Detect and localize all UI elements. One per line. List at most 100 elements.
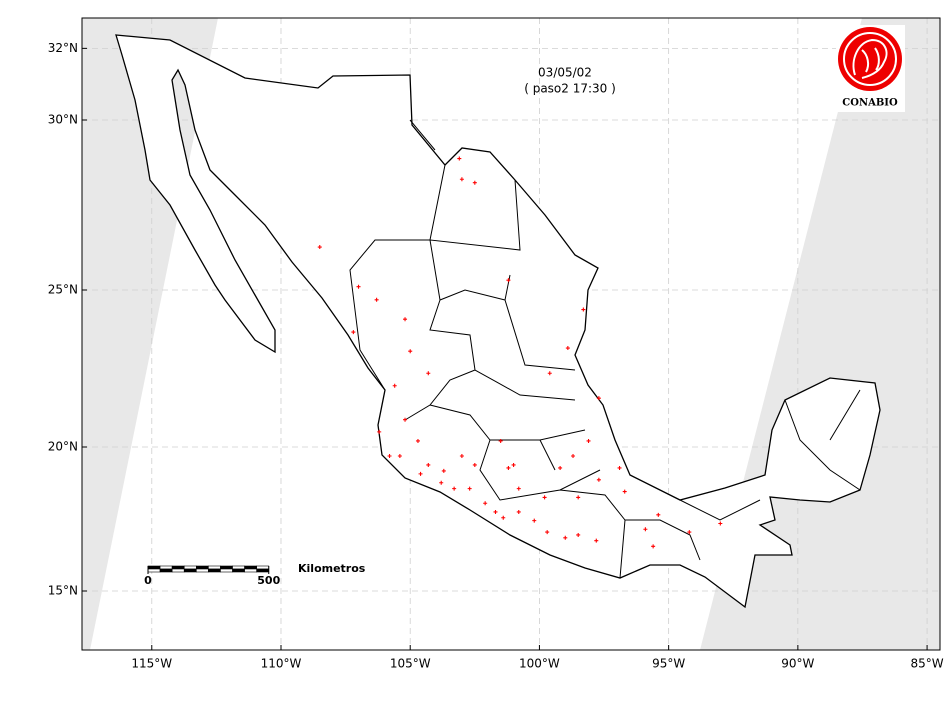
hotspot <box>356 284 361 289</box>
hotspot <box>651 544 656 549</box>
scale-tick-label: 0 <box>144 574 152 587</box>
logo-ring <box>843 32 897 86</box>
scale-segment <box>232 568 245 573</box>
hotspot <box>501 515 506 520</box>
lat-label: 32°N <box>48 41 78 55</box>
scale-segment <box>183 568 197 573</box>
lon-label: 105°W <box>390 657 431 671</box>
hotspot <box>516 486 521 491</box>
lat-label: 25°N <box>48 283 78 297</box>
hotspot <box>687 530 692 535</box>
scale-segment <box>244 568 257 573</box>
hotspot <box>563 535 568 540</box>
logo-circle <box>838 27 902 91</box>
lon-label: 115°W <box>131 657 172 671</box>
scale-segment <box>171 565 185 570</box>
hotspot <box>545 530 550 535</box>
hotspot <box>452 486 457 491</box>
scale-segment <box>220 568 233 573</box>
map-frame <box>81 17 941 651</box>
hotspot <box>498 438 503 443</box>
lon-label: 90°W <box>781 657 814 671</box>
lat-label: 20°N <box>48 440 78 454</box>
pass-time: ( paso2 17:30 ) <box>524 82 616 96</box>
hotspot <box>374 297 379 302</box>
hotspot <box>472 462 477 467</box>
hotspot <box>617 465 622 470</box>
hotspot <box>317 245 322 250</box>
hotspot <box>718 521 723 526</box>
hotspot <box>596 396 601 401</box>
hotspot <box>643 527 648 532</box>
hotspot <box>439 480 444 485</box>
scale-label: Kilometros <box>298 562 366 575</box>
hotspot <box>387 454 392 459</box>
hotspot <box>392 383 397 388</box>
hotspots <box>317 156 723 549</box>
hotspot <box>532 518 537 523</box>
hotspot <box>565 346 570 351</box>
lon-label: 110°W <box>261 657 302 671</box>
scale-segment <box>256 565 270 570</box>
hotspot <box>472 180 477 185</box>
lat-label: 30°N <box>48 113 78 127</box>
lon-label: 100°W <box>519 657 560 671</box>
hotspot <box>403 417 408 422</box>
hotspot <box>558 465 563 470</box>
hotspot <box>418 471 423 476</box>
hotspot <box>426 462 431 467</box>
hotspot <box>596 477 601 482</box>
hotspot <box>542 495 547 500</box>
hotspot <box>467 486 472 491</box>
logo-figure <box>852 38 888 79</box>
hotspot <box>459 454 464 459</box>
scale-segment <box>159 568 173 573</box>
hotspot <box>493 509 498 514</box>
hotspot <box>594 538 599 543</box>
hotspot <box>516 509 521 514</box>
scale-segment <box>159 565 173 570</box>
scale-segment <box>171 568 185 573</box>
scale-segment <box>244 565 257 570</box>
scale-segment <box>220 565 233 570</box>
hotspot <box>547 371 552 376</box>
hotspot <box>426 371 431 376</box>
hotspot <box>408 349 413 354</box>
scale-segment <box>196 568 209 573</box>
lon-label: 85°W <box>911 657 944 671</box>
lat-label: 15°N <box>48 584 78 598</box>
logo: CONABIO <box>836 25 905 112</box>
scale-segment <box>256 568 270 573</box>
scale-tick-label: 500 <box>257 574 280 587</box>
hotspot <box>403 317 408 322</box>
hotspot <box>457 156 462 161</box>
logo-text: CONABIO <box>842 98 898 109</box>
hotspot <box>622 489 627 494</box>
hotspot <box>351 330 356 335</box>
hotspot <box>571 454 576 459</box>
scale-segment <box>208 568 221 573</box>
hotspot <box>377 429 382 434</box>
hotspot <box>576 532 581 537</box>
state-borders <box>349 119 861 579</box>
hotspot <box>511 462 516 467</box>
scale-segment <box>196 565 209 570</box>
hotspot <box>415 438 420 443</box>
date: 03/05/02 <box>538 66 592 80</box>
scale-segment <box>208 565 221 570</box>
scale-segment <box>147 565 161 570</box>
hotspot <box>441 468 446 473</box>
country-outline <box>115 34 881 609</box>
hotspot <box>459 177 464 182</box>
hotspot <box>576 495 581 500</box>
scale-bar: 0 500 <box>144 565 281 587</box>
hotspot <box>397 454 402 459</box>
scale-segment <box>232 565 245 570</box>
hotspot <box>656 512 661 517</box>
scale-segment <box>147 568 161 573</box>
hotspot <box>586 438 591 443</box>
hotspot <box>581 307 586 312</box>
lon-label: 95°W <box>652 657 685 671</box>
hotspot <box>483 501 488 506</box>
